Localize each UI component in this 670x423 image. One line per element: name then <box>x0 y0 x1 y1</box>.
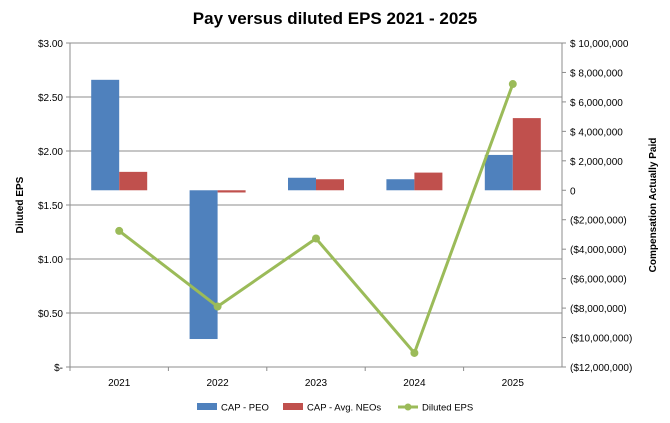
bar-cap-avg-neos <box>512 118 541 191</box>
right-tick-label: $ 6,000,000 <box>570 98 623 109</box>
left-tick-label: $- <box>54 363 63 374</box>
bar-cap-avg-neos <box>316 179 344 191</box>
legend-swatch <box>197 403 217 410</box>
right-tick-label: ($2,000,000) <box>570 216 627 227</box>
chart-title: Pay versus diluted EPS 2021 - 2025 <box>193 9 477 28</box>
bar-cap-avg-neos <box>414 172 443 191</box>
right-tick-label: $ 2,000,000 <box>570 157 623 168</box>
legend-marker <box>404 403 412 411</box>
right-tick-label: $ 10,000,000 <box>570 39 629 50</box>
left-tick-label: $1.00 <box>38 255 63 266</box>
bar-cap-peo <box>189 190 218 340</box>
right-tick-label: 0 <box>570 186 576 197</box>
left-tick-label: $2.00 <box>38 147 63 158</box>
left-tick-label: $1.50 <box>38 201 63 212</box>
x-tick-label: 2024 <box>403 378 426 389</box>
grid <box>70 42 562 368</box>
legend-label: CAP - Avg. NEOs <box>307 403 381 414</box>
right-tick-label: $ 4,000,000 <box>570 127 623 138</box>
right-tick-label: ($10,000,000) <box>570 334 632 345</box>
bar-cap-peo <box>386 179 415 191</box>
right-tick-label: ($6,000,000) <box>570 275 627 286</box>
legend-label: Diluted EPS <box>422 403 473 414</box>
point-diluted-eps <box>213 302 222 311</box>
x-tick-label: 2025 <box>502 378 525 389</box>
legend-label: CAP - PEO <box>221 403 269 414</box>
right-tick-label: ($4,000,000) <box>570 245 627 256</box>
right-tick-label: $ 8,000,000 <box>570 68 623 79</box>
point-diluted-eps <box>410 348 419 357</box>
right-tick-label: ($12,000,000) <box>570 363 632 374</box>
x-tick-label: 2021 <box>108 378 131 389</box>
point-diluted-eps <box>312 234 320 243</box>
x-tick-label: 2023 <box>305 378 328 389</box>
right-axis-title: Compensation Actually Paid <box>648 138 659 273</box>
axes: $- $0.50 $1.00 $1.50 $2.00 $2.50 $3.00 ($12,000… <box>15 39 659 389</box>
point-diluted-eps <box>115 226 124 235</box>
legend: CAP - PEO CAP - Avg. NEOs Diluted EPS <box>197 403 473 414</box>
eps-line <box>115 80 517 357</box>
legend-swatch <box>283 403 303 410</box>
bar-cap-avg-neos <box>217 190 246 193</box>
left-tick-label: $2.50 <box>38 93 63 104</box>
left-tick-label: $0.50 <box>38 309 63 320</box>
point-diluted-eps <box>508 80 517 89</box>
right-tick-label: ($8,000,000) <box>570 304 627 315</box>
bar-cap-peo <box>288 177 316 191</box>
left-axis-title: Diluted EPS <box>15 176 26 233</box>
left-tick-label: $3.00 <box>38 39 63 50</box>
x-tick-label: 2022 <box>206 378 229 389</box>
bar-cap-peo <box>484 154 513 191</box>
bar-cap-avg-neos <box>119 171 148 191</box>
bar-cap-peo <box>91 79 120 191</box>
bars <box>91 79 541 340</box>
